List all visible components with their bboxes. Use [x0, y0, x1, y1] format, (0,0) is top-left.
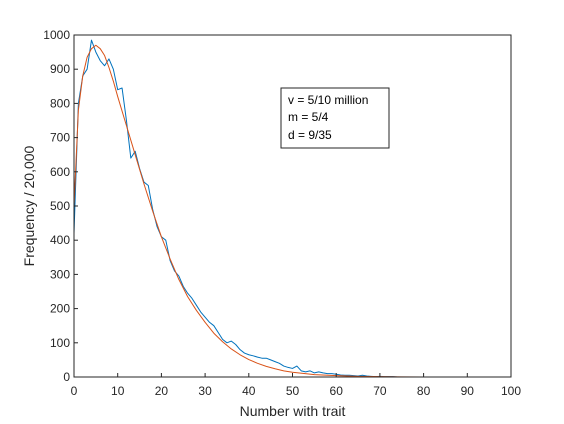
y-tick-label: 100 [50, 336, 70, 350]
x-tick-label: 30 [198, 384, 212, 398]
x-tick-label: 20 [155, 384, 169, 398]
series-layer [73, 39, 511, 378]
x-tick-label: 70 [373, 384, 387, 398]
x-tick-label: 50 [286, 384, 300, 398]
x-tick-label: 60 [330, 384, 344, 398]
y-tick-label: 200 [50, 302, 70, 316]
y-tick-label: 0 [63, 370, 70, 384]
x-tick-label: 0 [71, 384, 78, 398]
annotation-line-d: d = 9/35 [288, 128, 332, 142]
series-line-fitted [73, 44, 511, 378]
annotation-line-m: m = 5/4 [288, 110, 329, 124]
x-tick-label: 90 [461, 384, 475, 398]
y-tick-label: 800 [50, 96, 70, 110]
y-tick-label: 900 [50, 62, 70, 76]
x-tick-label: 10 [111, 384, 125, 398]
y-tick-label: 300 [50, 267, 70, 281]
x-axis-label: Number with trait [240, 403, 346, 419]
y-tick-label: 1000 [43, 28, 70, 42]
annotation-frame [280, 87, 390, 149]
x-tick-label: 100 [501, 384, 521, 398]
y-tick-label: 700 [50, 131, 70, 145]
x-tick-label: 40 [242, 384, 256, 398]
series-line-observed [73, 39, 511, 378]
y-tick-label: 400 [50, 233, 70, 247]
annotation-box: v = 5/10 million m = 5/4 d = 9/35 [280, 87, 390, 149]
plot-area [74, 35, 511, 377]
y-tick-label: 600 [50, 165, 70, 179]
y-tick-label: 500 [50, 199, 70, 213]
tick-layer: 0 10 20 30 40 50 60 70 80 90 100010020030040050060… [43, 28, 521, 398]
annotation-line-v: v = 5/10 million [288, 93, 368, 107]
x-tick-label: 80 [417, 384, 431, 398]
y-axis-label: Frequency / 20,000 [21, 145, 37, 266]
